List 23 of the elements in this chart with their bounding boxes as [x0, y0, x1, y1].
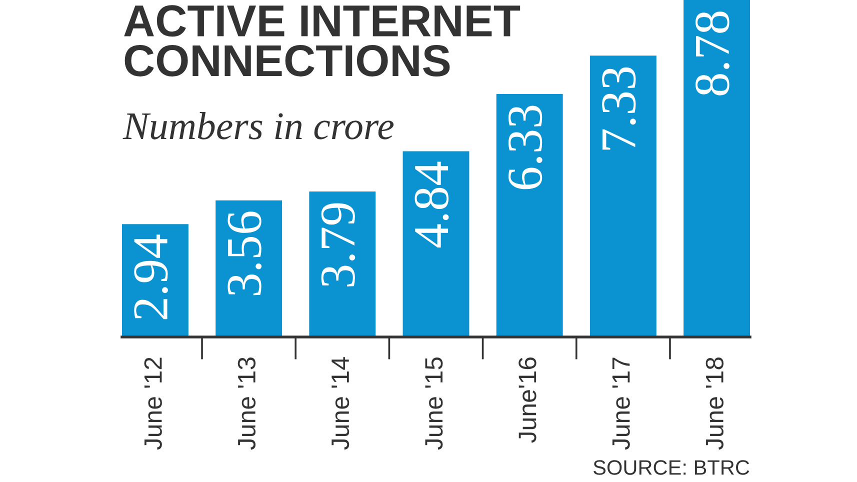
data-label: 2.94: [134, 234, 168, 320]
x-tick-label: June'16: [518, 358, 536, 443]
bar: [590, 56, 656, 337]
data-label: 7.33: [602, 67, 636, 150]
bar: [402, 151, 470, 337]
x-tick-label: June '12: [144, 358, 162, 450]
x-tick-label: June '17: [612, 358, 630, 450]
data-label: 3.79: [321, 203, 356, 286]
bar: [309, 192, 376, 337]
text: Numbers in crore: [122, 112, 394, 140]
data-label: 8.78: [696, 12, 730, 96]
x-tick-label: June '18: [706, 358, 724, 450]
x-tick-label: June '14: [332, 357, 350, 450]
x-tick-label: June '13: [238, 358, 256, 450]
x-tick-label: June '15: [425, 357, 443, 450]
chart-title: ACTIVE INTERNET CONNECTIONS: [124, 5, 520, 76]
source-note: SOURCE: BTRC: [594, 460, 750, 475]
bar: [684, 0, 750, 337]
bar: [496, 94, 563, 337]
data-label: 3.56: [228, 212, 262, 296]
bar: [216, 200, 282, 337]
data-label: 6.33: [508, 106, 542, 190]
data-label: 4.84: [414, 162, 449, 248]
